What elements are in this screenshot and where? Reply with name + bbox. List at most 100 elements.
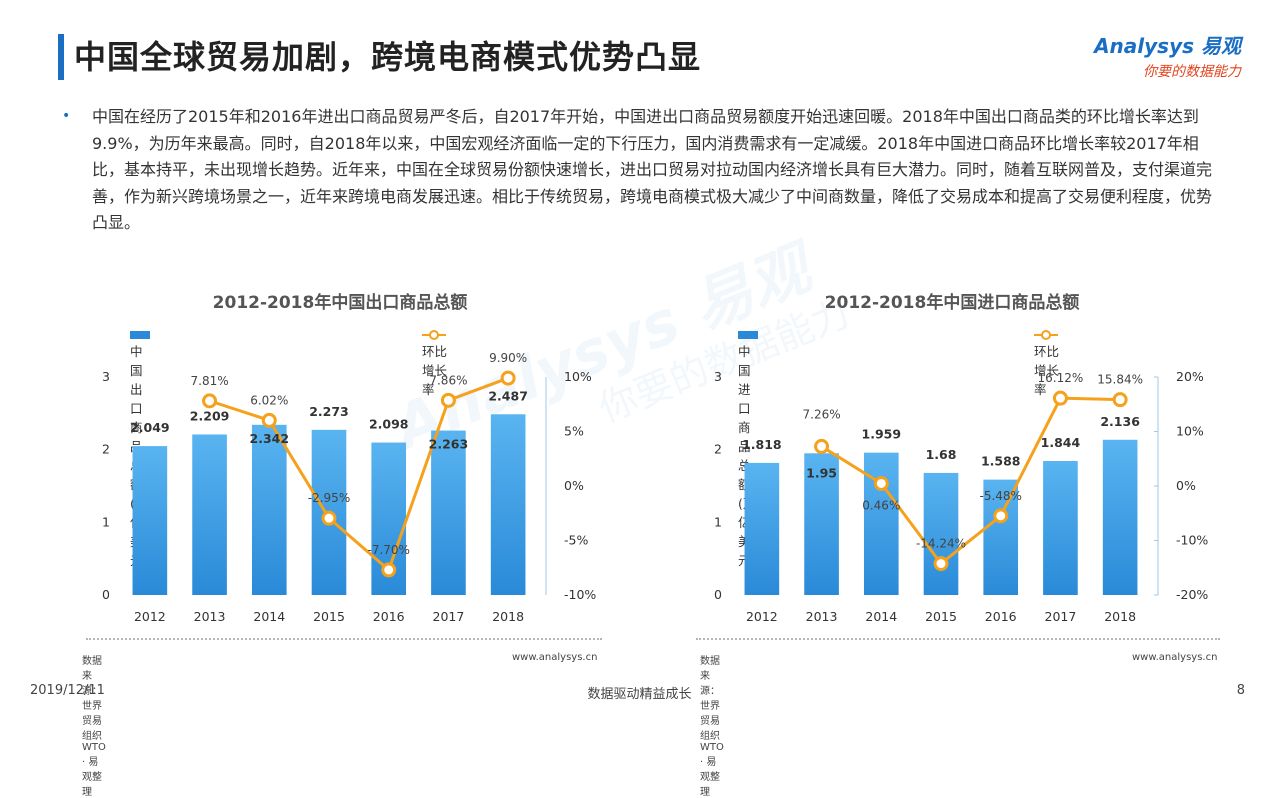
bar (863, 452, 899, 595)
growth-value-label: 7.86% (429, 373, 467, 387)
y-tick-label: 1 (714, 514, 722, 529)
y2-tick-label: -10% (564, 587, 596, 602)
footer-slogan: 数据驱动精益成长 (587, 687, 692, 702)
growth-point (321, 510, 337, 526)
divider (696, 638, 1220, 640)
growth-point (381, 562, 397, 578)
growth-value-label: 9.90% (489, 351, 527, 365)
y2-tick-label: 20% (1176, 369, 1204, 384)
bar-value-label: 2.487 (488, 388, 528, 403)
bar (431, 430, 466, 595)
brand-logo: Analysys 易观 你要的数据能力 (1094, 30, 1241, 81)
growth-value-label: -14.24% (916, 537, 966, 551)
source-note: 数据来源：世界贸易组织WTO · 易观整理 (82, 656, 106, 798)
legend-line: 环比增长率 (1034, 326, 1060, 398)
x-tick-label: 2017 (433, 609, 465, 624)
bar-value-label: 2.263 (429, 437, 469, 452)
legend-bar-swatch (130, 330, 150, 339)
growth-point (933, 556, 949, 572)
legend-line: 环比增长率 (422, 326, 448, 398)
growth-point (993, 508, 1009, 524)
growth-line (209, 376, 509, 573)
growth-value-label: 15.84% (1097, 373, 1143, 387)
y2-tick-label: -5% (564, 533, 588, 548)
logo-wordmark: Analysys 易观 (1094, 34, 1241, 58)
growth-point (202, 393, 218, 409)
x-tick-label: 2016 (985, 609, 1017, 624)
growth-point (1052, 390, 1068, 406)
y-tick-label: 3 (714, 369, 722, 384)
bar (923, 472, 959, 595)
growth-point (814, 438, 830, 454)
title-accent-bar (58, 34, 64, 80)
bar-value-label: 2.342 (250, 431, 290, 446)
growth-value-label: 6.02% (250, 393, 288, 407)
bullet-marker: • (62, 108, 71, 124)
y-tick-label: 2 (102, 442, 110, 457)
y2-tick-label: 10% (1176, 424, 1204, 439)
bar-value-label: 1.68 (926, 447, 957, 462)
growth-point (500, 370, 516, 386)
growth-value-label: 7.81% (191, 374, 229, 388)
footer-date: 2019/12/11 (30, 683, 105, 698)
growth-value-label: 16.12% (1038, 371, 1084, 385)
y-tick-label: 2 (714, 442, 722, 457)
bar (192, 434, 227, 595)
legend-bar-swatch (738, 330, 758, 339)
x-tick-label: 2017 (1045, 609, 1077, 624)
y-tick-label: 3 (102, 369, 110, 384)
y2-tick-label: -10% (1176, 533, 1208, 548)
logo-slogan: 你要的数据能力 (1143, 64, 1241, 80)
legend-line-swatch (422, 329, 446, 340)
bar (1102, 439, 1138, 595)
x-tick-label: 2013 (194, 609, 226, 624)
bar-value-label: 1.95 (806, 465, 837, 480)
y2-tick-label: 0% (1176, 478, 1196, 493)
bar-value-label: 2.209 (190, 408, 230, 423)
growth-point (873, 475, 889, 491)
x-tick-label: 2014 (865, 609, 897, 624)
body-paragraph: 中国在经历了2015年和2016年进出口商品贸易严冬后，自2017年开始，中国进… (92, 107, 1213, 232)
x-tick-label: 2016 (373, 609, 405, 624)
growth-value-label: -7.70% (367, 543, 409, 557)
bar (804, 453, 839, 595)
y2-tick-label: 10% (564, 369, 592, 384)
bar-value-label: 1.844 (1041, 435, 1081, 450)
source-note: 数据来源：世界贸易组织WTO · 易观整理 (700, 656, 724, 798)
x-tick-label: 2012 (746, 609, 778, 624)
bar (251, 424, 287, 595)
y-tick-label: 1 (102, 514, 110, 529)
bar-value-label: 2.049 (130, 420, 170, 435)
growth-point (1112, 392, 1128, 408)
chart-title: 2012-2018年中国出口商品总额 (212, 293, 468, 313)
y-tick-label: 0 (102, 587, 110, 602)
legend-line-label: 环比增长率 (1034, 344, 1060, 397)
page-number: 8 (1236, 683, 1245, 698)
y-tick-label: 0 (714, 587, 722, 602)
growth-value-label: -5.48% (979, 489, 1021, 503)
x-tick-label: 2015 (313, 609, 345, 624)
legend-line-label: 环比增长率 (422, 344, 448, 397)
y2-tick-label: -20% (1176, 587, 1208, 602)
bar (1043, 461, 1078, 595)
source-url: www.analysys.cn (512, 652, 598, 663)
x-tick-label: 2012 (134, 609, 166, 624)
x-tick-label: 2013 (806, 609, 838, 624)
source-url: www.analysys.cn (1132, 652, 1218, 663)
growth-line (820, 396, 1121, 566)
page-title: 中国全球贸易加剧，跨境电商模式优势凸显 (74, 38, 702, 76)
y2-tick-label: 5% (564, 424, 584, 439)
export-chart-plot: 0 1 2 3 -10% -5% 0% 5% 10% 2012 2013 2014 2015 2016 20… (102, 351, 596, 624)
x-tick-label: 2018 (1104, 609, 1136, 624)
chart-title: 2012-2018年中国进口商品总额 (824, 293, 1080, 313)
bar-value-label: 2.273 (309, 404, 349, 419)
growth-value-label: 7.26% (803, 407, 841, 421)
bar (132, 446, 168, 595)
growth-value-label: -2.95% (308, 491, 350, 505)
bar-value-label: 1.959 (862, 427, 902, 442)
legend-line-swatch (1034, 329, 1058, 340)
bar (983, 479, 1019, 595)
x-tick-label: 2015 (925, 609, 957, 624)
divider (86, 638, 602, 640)
y2-tick-label: 0% (564, 478, 584, 493)
